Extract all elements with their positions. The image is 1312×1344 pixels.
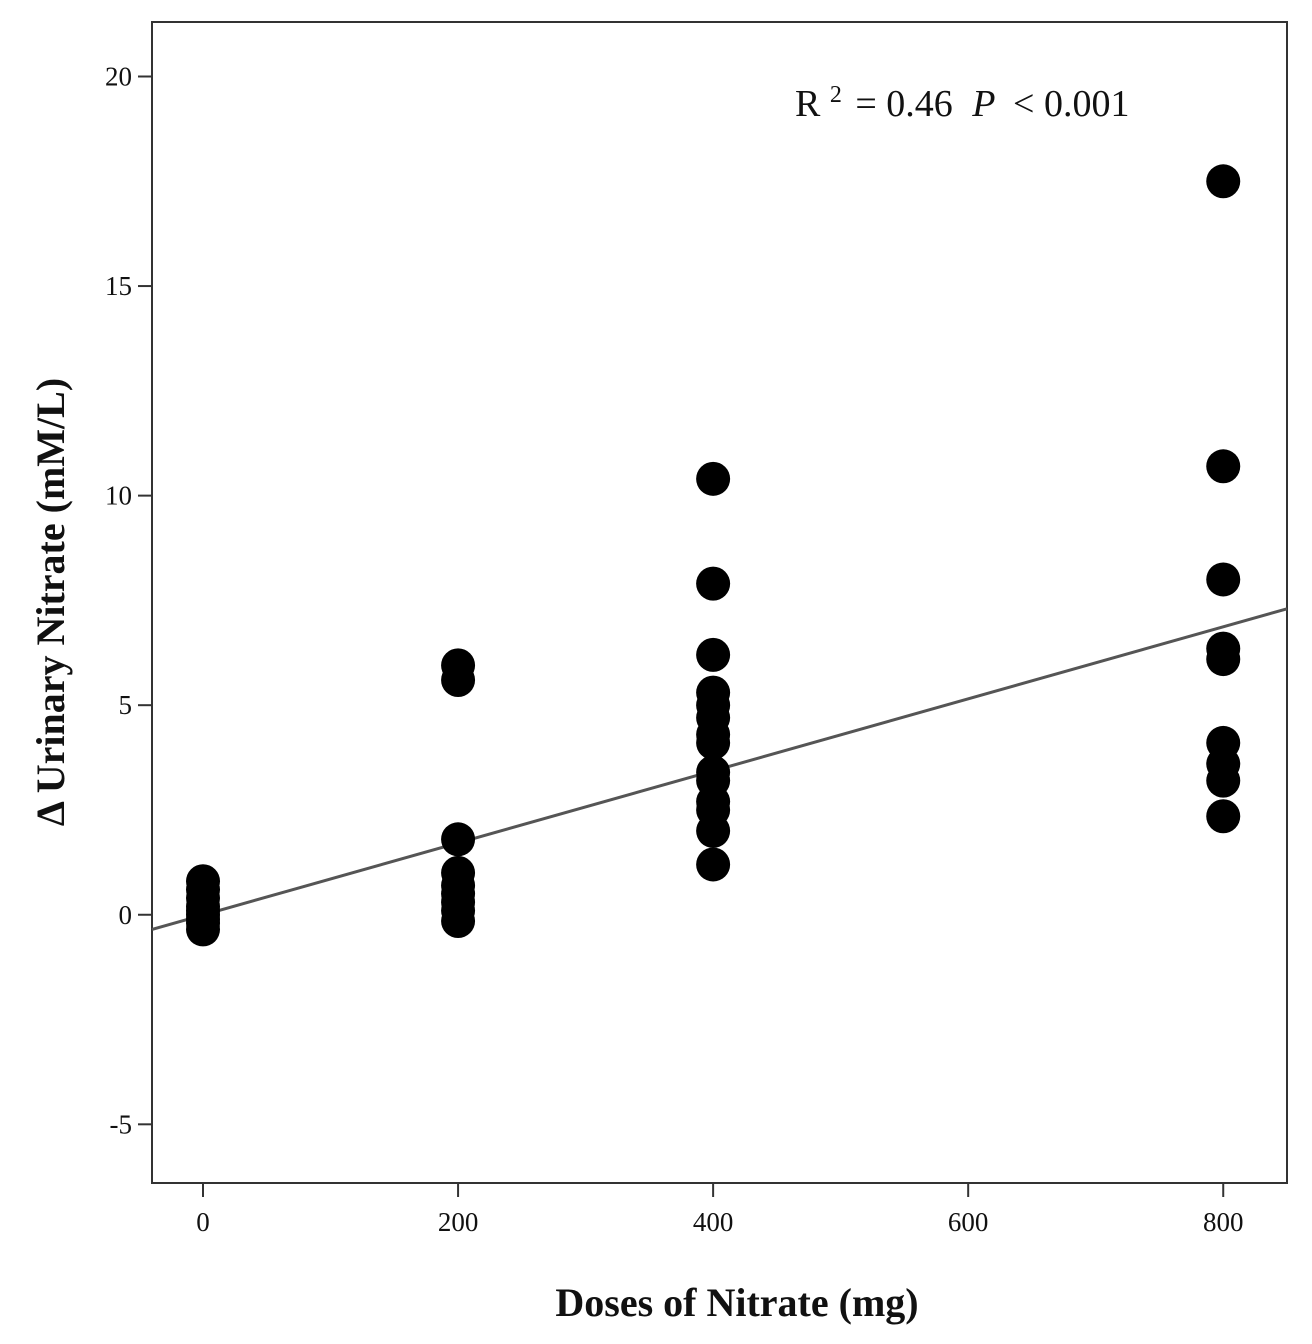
y-tick-label: 15 (105, 271, 132, 301)
data-point (1206, 642, 1241, 677)
stats-annotation: R 2 = 0.46 P < 0.001 (795, 69, 1129, 125)
data-point (1206, 799, 1241, 834)
data-point (696, 566, 731, 601)
data-point (696, 847, 731, 882)
x-tick-label: 400 (693, 1207, 734, 1237)
r-value: = 0.46 (855, 83, 952, 125)
x-axis-ticks: 0 200 400 600 800 (196, 1183, 1243, 1237)
x-axis-title: Doses of Nitrate (mg) (555, 1280, 918, 1325)
data-points (186, 164, 1241, 947)
p-label: P (971, 83, 995, 125)
data-point (441, 822, 476, 857)
data-point (696, 461, 731, 496)
plot-frame (151, 21, 1288, 1184)
y-tick-label: 10 (105, 481, 132, 511)
x-tick-label: 800 (1203, 1207, 1244, 1237)
p-value: < 0.001 (1013, 83, 1129, 125)
data-point (186, 912, 221, 947)
data-point (1206, 449, 1241, 484)
r-exponent: 2 (830, 82, 842, 108)
data-point (696, 813, 731, 848)
r-label: R (795, 83, 821, 125)
y-tick-label: -5 (110, 1109, 133, 1139)
data-point (696, 637, 731, 672)
data-point (441, 663, 476, 698)
x-tick-label: 600 (948, 1207, 989, 1237)
data-point (441, 904, 476, 939)
data-point (1206, 562, 1241, 597)
y-tick-label: 0 (119, 900, 133, 930)
x-tick-label: 200 (438, 1207, 479, 1237)
y-axis-ticks: -5 0 5 10 15 20 (105, 61, 152, 1139)
data-point (1206, 164, 1241, 199)
data-point (1206, 763, 1241, 798)
y-tick-label: 20 (105, 61, 132, 91)
y-axis-title: Δ Urinary Nitrate (mM/L) (28, 378, 73, 826)
y-tick-label: 5 (119, 690, 133, 720)
x-tick-label: 0 (196, 1207, 210, 1237)
data-point (696, 725, 731, 760)
